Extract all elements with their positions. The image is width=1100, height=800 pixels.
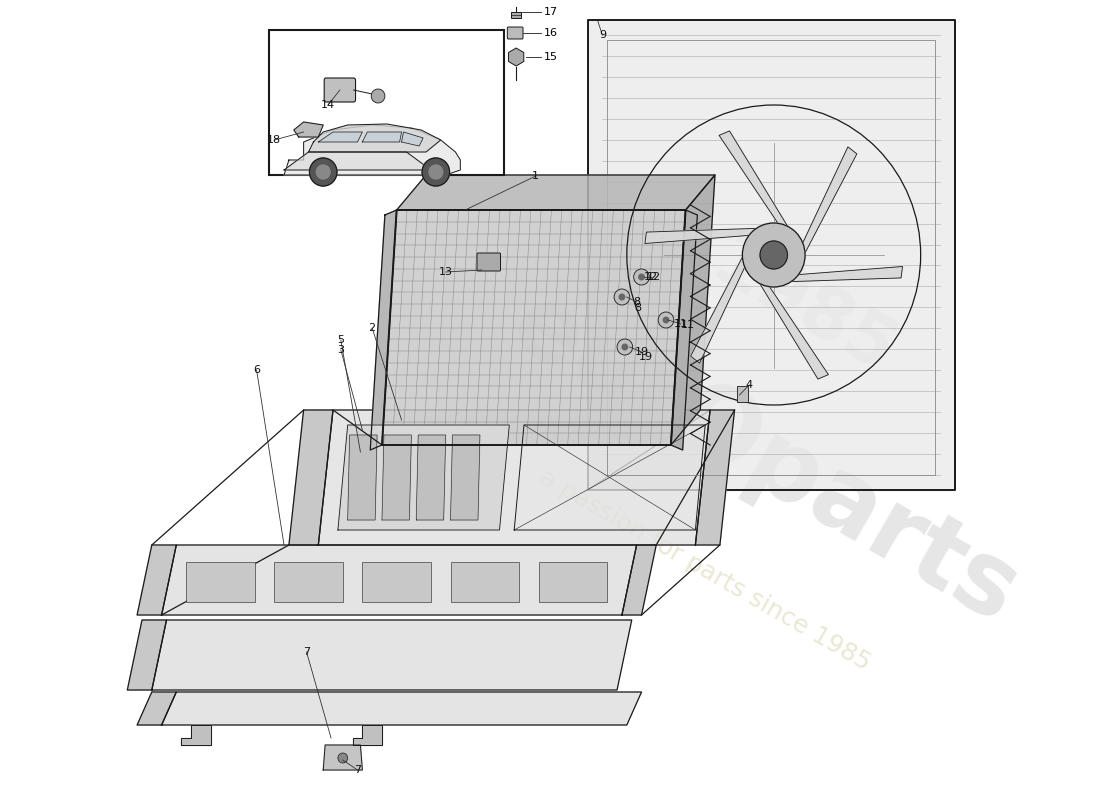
Polygon shape <box>284 152 431 170</box>
Polygon shape <box>284 125 460 175</box>
Text: 17: 17 <box>543 7 558 17</box>
FancyBboxPatch shape <box>507 27 522 39</box>
Polygon shape <box>671 210 697 450</box>
Bar <box>539 562 607 602</box>
Text: 19: 19 <box>635 347 649 357</box>
Bar <box>451 562 519 602</box>
Polygon shape <box>353 725 382 745</box>
Bar <box>737 386 748 402</box>
Text: 5: 5 <box>338 335 344 345</box>
Polygon shape <box>308 124 441 152</box>
Polygon shape <box>362 132 402 142</box>
Text: 2: 2 <box>368 323 376 333</box>
Text: 16: 16 <box>543 28 558 38</box>
Polygon shape <box>755 275 828 379</box>
Circle shape <box>638 274 645 281</box>
Polygon shape <box>645 228 767 243</box>
Polygon shape <box>162 692 641 725</box>
FancyBboxPatch shape <box>477 253 500 271</box>
Polygon shape <box>138 545 176 615</box>
Text: 12: 12 <box>645 272 659 282</box>
Polygon shape <box>382 435 411 520</box>
Circle shape <box>634 269 649 285</box>
Polygon shape <box>719 131 793 235</box>
Text: 6: 6 <box>253 365 260 375</box>
Polygon shape <box>695 410 735 545</box>
Text: 11: 11 <box>681 320 695 330</box>
Polygon shape <box>801 147 857 262</box>
Polygon shape <box>128 620 166 690</box>
Polygon shape <box>152 620 631 690</box>
Polygon shape <box>587 20 955 490</box>
Circle shape <box>371 89 385 103</box>
Text: 14: 14 <box>321 100 336 110</box>
Polygon shape <box>182 725 210 745</box>
Bar <box>362 562 431 602</box>
Circle shape <box>662 317 670 323</box>
Polygon shape <box>323 745 362 770</box>
Text: 18: 18 <box>267 135 282 145</box>
Circle shape <box>429 165 442 179</box>
Text: 8: 8 <box>635 303 641 313</box>
Circle shape <box>617 339 632 355</box>
Polygon shape <box>318 410 711 545</box>
Polygon shape <box>382 210 685 445</box>
Polygon shape <box>671 175 715 445</box>
Text: 1: 1 <box>532 171 539 181</box>
Polygon shape <box>621 545 657 615</box>
Bar <box>512 12 521 18</box>
Text: 7: 7 <box>354 765 361 775</box>
Circle shape <box>760 241 788 269</box>
Circle shape <box>422 158 450 186</box>
Polygon shape <box>338 425 509 530</box>
Circle shape <box>317 165 330 179</box>
Polygon shape <box>402 132 424 146</box>
Polygon shape <box>138 692 176 725</box>
Text: 9: 9 <box>598 30 606 40</box>
FancyBboxPatch shape <box>324 78 355 102</box>
Bar <box>752 237 795 273</box>
Polygon shape <box>318 132 362 142</box>
Polygon shape <box>371 210 397 450</box>
Circle shape <box>338 753 348 763</box>
Circle shape <box>742 223 805 287</box>
Text: 11: 11 <box>673 319 688 329</box>
Polygon shape <box>781 266 902 282</box>
Polygon shape <box>289 410 333 545</box>
Polygon shape <box>294 122 323 137</box>
Text: 19: 19 <box>639 352 652 362</box>
Text: 3: 3 <box>338 345 344 355</box>
Polygon shape <box>416 435 446 520</box>
Text: 12: 12 <box>647 272 660 282</box>
Text: 8: 8 <box>634 297 640 307</box>
Text: eurOparts: eurOparts <box>493 276 1035 644</box>
Polygon shape <box>162 545 637 615</box>
Bar <box>270 30 505 175</box>
Text: 4: 4 <box>746 380 752 390</box>
Polygon shape <box>348 435 377 520</box>
Text: 15: 15 <box>543 52 558 62</box>
Circle shape <box>618 294 626 301</box>
Circle shape <box>614 289 630 305</box>
Circle shape <box>658 312 674 328</box>
Polygon shape <box>397 175 715 210</box>
Circle shape <box>621 343 628 350</box>
Polygon shape <box>691 248 747 363</box>
Text: 13: 13 <box>439 267 452 277</box>
Polygon shape <box>451 435 480 520</box>
Circle shape <box>309 158 337 186</box>
Bar <box>274 562 343 602</box>
Text: a passion for parts since 1985: a passion for parts since 1985 <box>536 465 874 675</box>
Text: 1985: 1985 <box>698 230 908 390</box>
Bar <box>186 562 255 602</box>
Text: 7: 7 <box>302 647 310 657</box>
